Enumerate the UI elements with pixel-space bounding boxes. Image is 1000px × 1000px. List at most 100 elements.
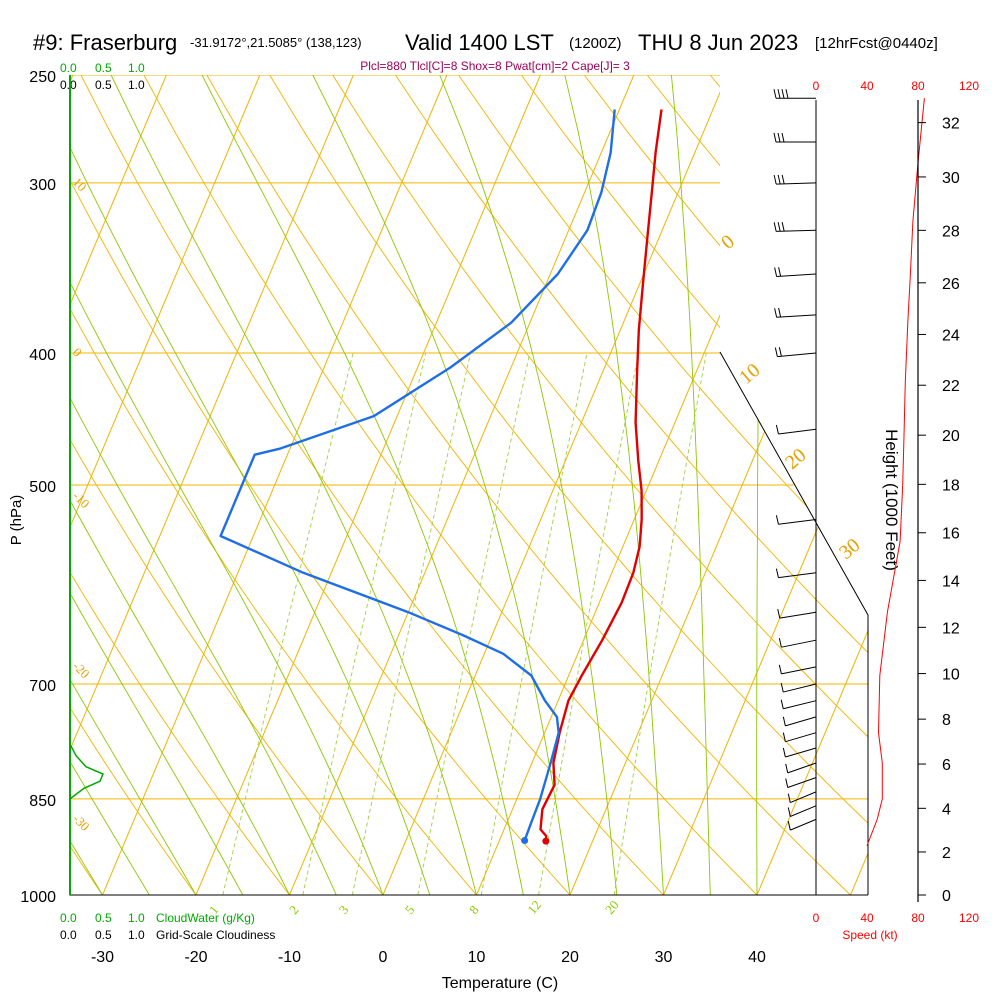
height-tick-label: 24 [942,327,960,344]
moist-adiabat-line [70,75,431,895]
wind-barb-flag [775,568,779,578]
height-tick-label: 30 [942,170,960,187]
wind-barb-flag [782,716,786,727]
speed-top-tick: 0 [813,79,820,93]
mixing-ratio-line [222,352,354,895]
cloud-top-green-tick: 0.5 [95,61,112,75]
height-tick-label: 10 [942,667,960,684]
stability-indices: Plcl=880 Tlcl[C]=8 Shox=8 Pwat[cm]=2 Cap… [360,59,630,73]
chart-frame [69,75,869,896]
height-axis-title: Height (1000 Feet) [882,429,901,571]
dry-adiabat-line [70,75,290,895]
wind-barb-flag [785,778,789,788]
isotherm-line [70,75,167,895]
isotherm-label: 10 [70,174,90,194]
wind-barb-flag [780,682,784,693]
thermo-grid [0,75,868,895]
x-tick-label: -10 [278,949,301,966]
moist-adiabat-line [70,75,384,895]
dry-adiabat-line [70,75,477,895]
wind-barb-flag [778,267,782,277]
moist-adiabat-line [70,75,197,895]
pressure-tick-label: 850 [29,793,56,810]
wind-barb-staff [785,747,817,758]
dry-adiabat-line [269,75,868,895]
wind-speed-line [866,98,925,846]
speed-bottom-tick: 0 [813,911,820,925]
wind-barb-flag [781,89,785,99]
x-tick-label: 30 [655,949,673,966]
sounding-series [69,109,663,845]
moist-adiabat-line [0,75,9,895]
wind-barb-flag [773,89,777,99]
wind-barb-flag [778,664,782,674]
moist-adiabat-line [70,75,150,895]
moist-adiabat-line [439,75,618,895]
wind-barb-staff [776,229,817,232]
theta-label: 30 [835,534,864,564]
dry-adiabat-line [521,75,868,895]
x-tick-label: 20 [561,949,579,966]
moist-adiabat-line [201,75,524,895]
wind-barb-staff [790,805,817,817]
moist-adiabat-line [670,75,711,895]
dry-adiabat-line [206,75,851,895]
wind-barb-staff [785,716,817,727]
dry-adiabat-line [143,75,758,895]
isotherm-label: 0 [70,345,85,360]
wind-barb-flag [778,307,782,318]
height-tick-label: 2 [942,845,951,862]
dry-adiabat-line [395,75,868,895]
wind-barb-flag [782,747,786,758]
x-tick-label: -20 [184,949,207,966]
pressure-tick-label: 500 [29,479,56,496]
height-tick-label: 8 [942,712,951,729]
zulu-time: (1200Z) [569,35,622,52]
wind-barb-flag [773,174,777,185]
pressure-tick-label: 250 [29,69,56,86]
height-tick-label: 20 [942,428,960,445]
theta-label: 0 [717,231,739,254]
x-axis-title: Temperature (C) [442,975,558,992]
dry-adiabat-line [332,75,868,895]
wind-barb-flag [777,609,781,619]
dewpoint-surface-dot [521,837,529,845]
wind-barb-flag [777,174,781,185]
chart-cutline [719,351,869,895]
height-tick-label: 6 [942,757,951,774]
cloud-bottom-black-tick: 0.5 [95,928,112,942]
moist-adiabat-line [70,75,290,895]
isotherm-label: -30 [70,811,93,834]
mixing-ratio-label: 12 [524,897,544,917]
wind-barb-flag [787,821,791,831]
valid-time: Valid 1400 LST [405,30,554,55]
mixing-ratio-label: 5 [402,902,418,917]
wind-barb-flag [774,267,778,277]
mixing-ratio-line [417,352,531,895]
cloud-top-green-tick: 1.0 [128,61,145,75]
isotherm-line [850,75,868,895]
wind-barb-flag [781,174,785,184]
wind-barb-staff [787,762,817,774]
height-tick-label: 4 [942,801,951,818]
forecast-date: THU 8 Jun 2023 [638,30,798,55]
x-tick-label: -30 [91,949,114,966]
height-tick-label: 18 [942,477,960,494]
wind-barb-staff [778,428,817,435]
isotherm-line [756,75,868,895]
speed-top-tick: 40 [860,79,874,93]
wind-barb-staff [778,518,817,525]
pressure-tick-label: 300 [29,177,56,194]
dewpoint-line [219,109,616,841]
height-tick-label: 0 [942,888,951,905]
wind-barb-flag [777,89,781,99]
height-tick-label: 32 [942,116,960,133]
speed-bottom-tick: 80 [911,911,925,925]
wind-barb-staff [790,791,817,804]
dry-adiabat-line [70,75,197,895]
cloud-water-title: CloudWater (g/Kg) [156,911,255,925]
cloudiness-title: Grid-Scale Cloudiness [156,928,275,942]
wind-barb-staff [781,666,817,675]
cloud-axis-top: 0.0 0.5 1.0 0.0 0.5 1.0 [60,61,145,92]
